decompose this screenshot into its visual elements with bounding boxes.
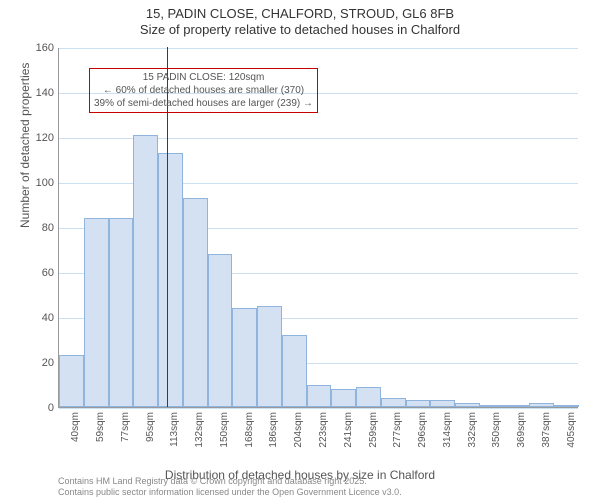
histogram-bar — [282, 335, 307, 407]
x-tick-label: 387sqm — [541, 412, 552, 448]
histogram-bar — [133, 135, 158, 407]
x-tick-label: 332sqm — [467, 412, 478, 448]
histogram-bar — [480, 405, 505, 407]
histogram-bar — [381, 398, 406, 407]
histogram-bar — [529, 403, 554, 408]
histogram-bar — [257, 306, 282, 407]
histogram-bar — [307, 385, 332, 408]
histogram-bar — [455, 403, 480, 408]
y-tick-label: 60 — [30, 267, 54, 279]
x-tick-label: 259sqm — [368, 412, 379, 448]
footer-line2: Contains public sector information licen… — [58, 487, 402, 498]
plot-region: 15 PADIN CLOSE: 120sqm← 60% of detached … — [58, 48, 578, 408]
x-tick-label: 277sqm — [392, 412, 403, 448]
y-tick-label: 140 — [30, 87, 54, 99]
x-tick-label: 314sqm — [442, 412, 453, 448]
y-tick-label: 0 — [30, 402, 54, 414]
y-tick-label: 20 — [30, 357, 54, 369]
histogram-bar — [505, 405, 530, 407]
y-tick-label: 80 — [30, 222, 54, 234]
x-tick-label: 369sqm — [516, 412, 527, 448]
gridline — [59, 408, 578, 409]
histogram-bar — [331, 389, 356, 407]
title-line2: Size of property relative to detached ho… — [0, 22, 600, 38]
histogram-bar — [158, 153, 183, 407]
footer-attribution: Contains HM Land Registry data © Crown c… — [58, 476, 402, 498]
gridline — [59, 48, 578, 49]
x-tick-label: 223sqm — [318, 412, 329, 448]
x-tick-label: 204sqm — [293, 412, 304, 448]
histogram-bar — [59, 355, 84, 407]
x-tick-label: 241sqm — [343, 412, 354, 448]
x-tick-label: 150sqm — [219, 412, 230, 448]
chart-title-block: 15, PADIN CLOSE, CHALFORD, STROUD, GL6 8… — [0, 0, 600, 37]
title-line1: 15, PADIN CLOSE, CHALFORD, STROUD, GL6 8… — [0, 6, 600, 22]
chart-area: 15 PADIN CLOSE: 120sqm← 60% of detached … — [58, 48, 578, 408]
histogram-bar — [109, 218, 134, 407]
histogram-bar — [554, 405, 579, 407]
x-tick-label: 77sqm — [120, 412, 131, 442]
x-tick-label: 296sqm — [417, 412, 428, 448]
callout-line: 39% of semi-detached houses are larger (… — [94, 97, 313, 110]
x-tick-label: 59sqm — [95, 412, 106, 442]
x-tick-label: 186sqm — [268, 412, 279, 448]
callout-line: ← 60% of detached houses are smaller (37… — [94, 84, 313, 97]
x-tick-label: 168sqm — [244, 412, 255, 448]
x-tick-label: 405sqm — [566, 412, 577, 448]
y-tick-label: 40 — [30, 312, 54, 324]
histogram-bar — [232, 308, 257, 407]
callout-line: 15 PADIN CLOSE: 120sqm — [94, 71, 313, 84]
y-tick-label: 120 — [30, 132, 54, 144]
footer-line1: Contains HM Land Registry data © Crown c… — [58, 476, 402, 487]
x-tick-label: 350sqm — [491, 412, 502, 448]
x-tick-label: 40sqm — [70, 412, 81, 442]
histogram-bar — [406, 400, 431, 407]
x-tick-label: 95sqm — [145, 412, 156, 442]
x-tick-label: 113sqm — [169, 412, 180, 447]
x-tick-label: 132sqm — [194, 412, 205, 448]
y-tick-label: 100 — [30, 177, 54, 189]
histogram-bar — [183, 198, 208, 407]
histogram-bar — [84, 218, 109, 407]
callout-box: 15 PADIN CLOSE: 120sqm← 60% of detached … — [89, 68, 318, 113]
histogram-bar — [356, 387, 381, 407]
y-tick-label: 160 — [30, 42, 54, 54]
histogram-bar — [430, 400, 455, 407]
histogram-bar — [208, 254, 233, 407]
